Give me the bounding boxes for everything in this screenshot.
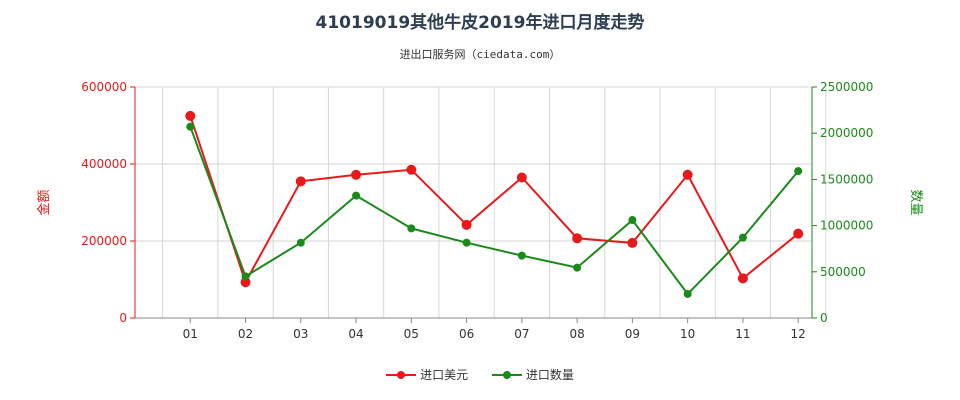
data-point-qty xyxy=(462,238,471,247)
series-line-qty xyxy=(189,126,799,296)
y-left-tick-label: 200000 xyxy=(81,234,127,248)
data-point-qty xyxy=(628,216,637,225)
legend-item-qty[interactable]: 进口数量 xyxy=(491,366,574,383)
legend: 进口美元 进口数量 xyxy=(0,366,960,383)
legend-label-usd: 进口美元 xyxy=(420,368,469,382)
x-tick-label: 07 xyxy=(514,327,529,341)
y-left-tick-label: 0 xyxy=(119,311,127,325)
legend-swatch-usd xyxy=(386,370,417,380)
y-left-tick-label: 400000 xyxy=(81,157,127,171)
legend-swatch-qty xyxy=(491,370,522,380)
x-tick-label: 03 xyxy=(293,327,308,341)
data-point-usd xyxy=(737,273,748,284)
data-point-qty xyxy=(517,251,526,260)
data-point-usd xyxy=(240,277,251,288)
x-tick-label: 12 xyxy=(791,327,806,341)
x-tick-label: 02 xyxy=(238,327,253,341)
x-tick-label: 08 xyxy=(569,327,584,341)
chart-subtitle: 进出口服务网（ciedata.com） xyxy=(399,48,561,61)
data-point-qty xyxy=(738,233,747,242)
y-right-axis-title: 数量 xyxy=(908,189,923,215)
data-point-usd xyxy=(185,110,196,121)
data-point-usd xyxy=(406,164,417,175)
x-tick-label: 06 xyxy=(459,327,474,341)
y-right-tick-label: 1500000 xyxy=(820,172,873,186)
x-tick-label: 10 xyxy=(680,327,695,341)
data-point-qty xyxy=(352,191,361,200)
data-point-usd xyxy=(793,228,804,239)
data-point-qty xyxy=(683,289,692,298)
data-point-usd xyxy=(516,172,527,183)
legend-label-qty: 进口数量 xyxy=(525,368,574,382)
y-left-tick-label: 600000 xyxy=(81,80,127,94)
y-right-tick-label: 2500000 xyxy=(820,80,873,94)
data-point-qty xyxy=(296,238,305,247)
legend-item-usd[interactable]: 进口美元 xyxy=(386,366,468,383)
series-line-usd xyxy=(189,115,799,285)
data-point-usd xyxy=(461,219,472,230)
y-right-tick-label: 1000000 xyxy=(820,219,873,233)
data-point-usd xyxy=(572,233,583,244)
x-tick-label: 01 xyxy=(183,327,198,341)
data-point-qty xyxy=(573,263,582,272)
data-point-qty xyxy=(241,272,250,281)
x-tick-label: 09 xyxy=(625,327,640,341)
data-point-usd xyxy=(627,237,638,248)
data-point-qty xyxy=(794,167,803,176)
x-tick-label: 05 xyxy=(404,327,419,341)
data-point-usd xyxy=(682,169,693,180)
chart-title: 41019019其他牛皮2019年进口月度走势 xyxy=(315,13,645,33)
data-point-qty xyxy=(407,224,416,233)
y-left-axis-title: 金额 xyxy=(36,189,52,215)
data-point-usd xyxy=(295,176,306,187)
y-right-tick-label: 500000 xyxy=(820,265,866,279)
y-right-tick-label: 2000000 xyxy=(820,126,873,140)
x-tick-label: 11 xyxy=(735,327,750,341)
x-tick-label: 04 xyxy=(348,327,363,341)
y-right-tick-label: 0 xyxy=(820,311,828,325)
data-point-qty xyxy=(186,122,195,131)
data-point-usd xyxy=(351,169,362,180)
